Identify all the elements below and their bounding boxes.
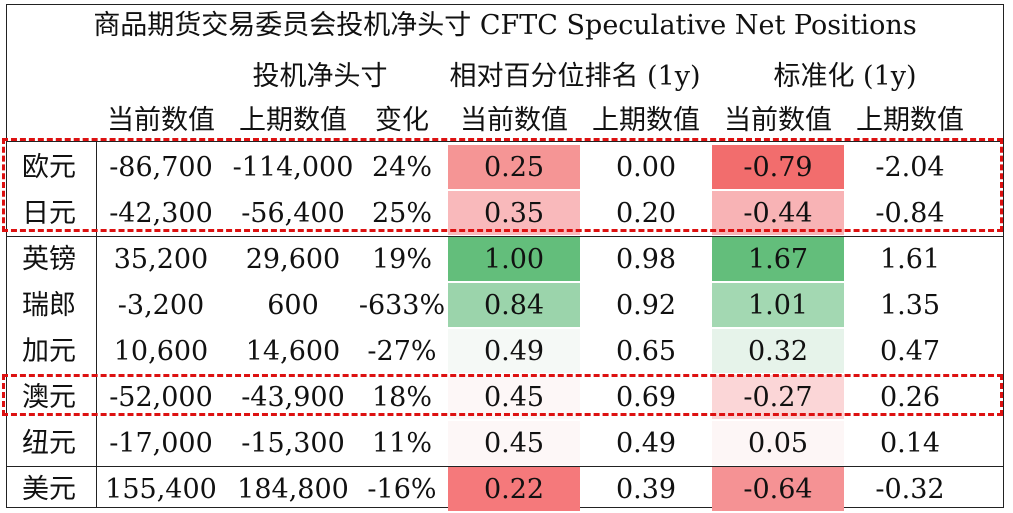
change-cell: 19% bbox=[371, 243, 432, 275]
pct-previous-cell: 0.69 bbox=[615, 381, 677, 413]
group-header-percentile-rank: 相对百分位排名 (1y) bbox=[449, 60, 701, 92]
currency-name-cell: 英镑 bbox=[22, 243, 76, 275]
table-row: 欧元 -86,700 -114,000 24% 0.25 0.00 -0.79 -2.04 bbox=[0, 145, 1013, 189]
pct-current-cell: 0.25 bbox=[448, 145, 580, 189]
change-cell: 25% bbox=[371, 197, 432, 229]
column-header-std-previous: 上期数值 bbox=[856, 104, 964, 136]
std-current-cell: 0.05 bbox=[712, 421, 844, 465]
currency-name-cell: 纽元 bbox=[22, 427, 76, 459]
net-current-cell: -17,000 bbox=[109, 427, 213, 459]
group-header-standardized: 标准化 (1y) bbox=[773, 60, 917, 92]
net-current-cell: -86,700 bbox=[109, 151, 213, 183]
pct-current-cell: 0.45 bbox=[448, 421, 580, 465]
net-current-cell: -3,200 bbox=[117, 289, 205, 321]
net-current-cell: 35,200 bbox=[113, 243, 209, 275]
net-previous-cell: -43,900 bbox=[241, 381, 345, 413]
currency-name-cell: 加元 bbox=[22, 335, 76, 367]
group-divider-1 bbox=[6, 236, 1004, 237]
column-header-change: 变化 bbox=[375, 104, 429, 136]
net-current-cell: -42,300 bbox=[109, 197, 213, 229]
std-current-cell: 1.01 bbox=[712, 283, 844, 327]
change-cell: 18% bbox=[371, 381, 432, 413]
std-current-cell: -0.27 bbox=[712, 375, 844, 419]
std-previous-cell: -0.32 bbox=[875, 473, 945, 505]
std-current-cell: -0.79 bbox=[712, 145, 844, 189]
change-cell: -633% bbox=[358, 289, 446, 321]
pct-current-cell: 1.00 bbox=[448, 237, 580, 281]
table-row: 美元 155,400 184,800 -16% 0.22 0.39 -0.64 -0.32 bbox=[0, 467, 1013, 511]
change-cell: -16% bbox=[367, 473, 437, 505]
table-row: 瑞郎 -3,200 600 -633% 0.84 0.92 1.01 1.35 bbox=[0, 283, 1013, 327]
group-header-net-positions: 投机净头寸 bbox=[252, 60, 388, 92]
pct-current-cell: 0.22 bbox=[448, 467, 580, 511]
std-previous-cell: 1.61 bbox=[879, 243, 941, 275]
table-row: 澳元 -52,000 -43,900 18% 0.45 0.69 -0.27 0.26 bbox=[0, 375, 1013, 419]
std-current-cell: -0.44 bbox=[712, 191, 844, 235]
pct-current-cell: 0.35 bbox=[448, 191, 580, 235]
group-divider-2 bbox=[6, 466, 1004, 467]
net-previous-cell: 14,600 bbox=[245, 335, 341, 367]
header-divider bbox=[6, 141, 1004, 142]
pct-current-cell: 0.84 bbox=[448, 283, 580, 327]
net-previous-cell: 184,800 bbox=[237, 473, 349, 505]
std-previous-cell: 0.26 bbox=[879, 381, 941, 413]
table-row: 日元 -42,300 -56,400 25% 0.35 0.20 -0.44 -0.84 bbox=[0, 191, 1013, 235]
currency-name-cell: 美元 bbox=[22, 473, 76, 505]
net-previous-cell: -56,400 bbox=[241, 197, 345, 229]
std-current-cell: -0.64 bbox=[712, 467, 844, 511]
std-current-cell: 1.67 bbox=[712, 237, 844, 281]
net-current-cell: 10,600 bbox=[113, 335, 209, 367]
table-row: 英镑 35,200 29,600 19% 1.00 0.98 1.67 1.61 bbox=[0, 237, 1013, 281]
name-column-divider bbox=[96, 142, 97, 508]
std-previous-cell: -2.04 bbox=[875, 151, 945, 183]
currency-name-cell: 澳元 bbox=[22, 381, 76, 413]
net-previous-cell: -15,300 bbox=[241, 427, 345, 459]
net-previous-cell: -114,000 bbox=[232, 151, 354, 183]
pct-current-cell: 0.49 bbox=[448, 329, 580, 373]
change-cell: 24% bbox=[371, 151, 432, 183]
table-row: 纽元 -17,000 -15,300 11% 0.45 0.49 0.05 0.14 bbox=[0, 421, 1013, 465]
column-header-std-current: 当前数值 bbox=[724, 104, 832, 136]
std-previous-cell: 1.35 bbox=[879, 289, 941, 321]
table-title: 商品期货交易委员会投机净头寸 CFTC Speculative Net Posi… bbox=[93, 10, 917, 41]
pct-previous-cell: 0.92 bbox=[615, 289, 677, 321]
column-header-pct-previous: 上期数值 bbox=[592, 104, 700, 136]
table-row: 加元 10,600 14,600 -27% 0.49 0.65 0.32 0.47 bbox=[0, 329, 1013, 373]
highlight-box-eur-jpy bbox=[2, 138, 1003, 232]
net-current-cell: 155,400 bbox=[105, 473, 217, 505]
net-previous-cell: 600 bbox=[267, 289, 319, 321]
pct-current-cell: 0.45 bbox=[448, 375, 580, 419]
pct-previous-cell: 0.49 bbox=[615, 427, 677, 459]
currency-name-cell: 日元 bbox=[22, 197, 76, 229]
pct-previous-cell: 0.65 bbox=[615, 335, 677, 367]
std-previous-cell: -0.84 bbox=[875, 197, 945, 229]
std-current-cell: 0.32 bbox=[712, 329, 844, 373]
column-header-net-current: 当前数值 bbox=[107, 104, 215, 136]
change-cell: 11% bbox=[371, 427, 432, 459]
pct-previous-cell: 0.20 bbox=[615, 197, 677, 229]
pct-previous-cell: 0.00 bbox=[615, 151, 677, 183]
net-current-cell: -52,000 bbox=[109, 381, 213, 413]
column-header-net-previous: 上期数值 bbox=[239, 104, 347, 136]
net-previous-cell: 29,600 bbox=[245, 243, 341, 275]
currency-name-cell: 欧元 bbox=[22, 151, 76, 183]
column-header-pct-current: 当前数值 bbox=[460, 104, 568, 136]
std-previous-cell: 0.14 bbox=[879, 427, 941, 459]
pct-previous-cell: 0.98 bbox=[615, 243, 677, 275]
pct-previous-cell: 0.39 bbox=[615, 473, 677, 505]
currency-name-cell: 瑞郎 bbox=[22, 289, 76, 321]
std-previous-cell: 0.47 bbox=[879, 335, 941, 367]
highlight-box-aud bbox=[2, 374, 1003, 416]
change-cell: -27% bbox=[367, 335, 437, 367]
